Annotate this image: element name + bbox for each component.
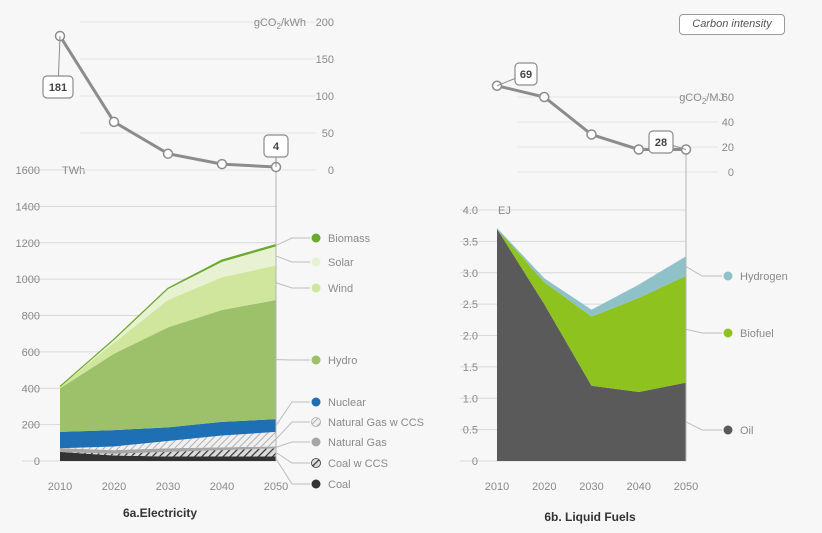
electricity-legend-label-wind: Wind — [328, 283, 353, 295]
liquid-fuels-ytick-label: 0 — [472, 456, 478, 468]
electricity-legend-label-biomass: Biomass — [328, 233, 371, 245]
electricity-intensity-unit: gCO2/kWh — [254, 17, 306, 31]
liquid-fuels-intensity-tick-label: 40 — [722, 117, 734, 129]
electricity-callout-label: 181 — [49, 82, 67, 94]
liquid-fuels-ytick-label: 2.0 — [463, 331, 478, 343]
electricity-xtick-label: 2050 — [264, 481, 288, 493]
electricity-legend-swatch-wind — [312, 284, 321, 293]
electricity-legend-swatch-hydro — [312, 356, 321, 365]
liquid-fuels-intensity-point — [540, 93, 549, 102]
liquid-fuels-legend-label-hydrogen: Hydrogen — [740, 271, 788, 283]
liquid-fuels-callout-label: 69 — [520, 69, 532, 81]
electricity-legend-label-natural-gas: Natural Gas — [328, 437, 387, 449]
carbon-intensity-badge: Carbon intensity — [679, 14, 785, 35]
electricity-legend-swatch-solar — [312, 258, 321, 267]
liquid-fuels-caption: 6b. Liquid Fuels — [544, 510, 636, 524]
electricity-ytick-label: 1200 — [16, 238, 40, 250]
electricity-legend-label-coal: Coal — [328, 479, 351, 491]
liquid-fuels-ytick-label: 3.5 — [463, 236, 478, 248]
electricity-intensity-tick-label: 0 — [328, 165, 334, 177]
electricity-legend-swatch-natural-gas-w-ccs — [312, 418, 321, 427]
electricity-legend-leader — [276, 442, 310, 447]
electricity-ytick-label: 200 — [22, 420, 40, 432]
liquid-fuels-xtick-label: 2020 — [532, 481, 556, 493]
electricity-intensity-tick-label: 50 — [322, 128, 334, 140]
liquid-fuels-legend-swatch-biofuel — [724, 329, 733, 338]
liquid-fuels-ytick-label: 2.5 — [463, 299, 478, 311]
electricity-ytick-label: 0 — [34, 456, 40, 468]
liquid-fuels-xtick-label: 2010 — [485, 481, 509, 493]
electricity-legend-leader — [276, 238, 310, 245]
electricity-y-unit: TWh — [62, 165, 85, 177]
electricity-legend-swatch-biomass — [312, 234, 321, 243]
liquid-fuels-ytick-label: 4.0 — [463, 205, 478, 217]
electricity-intensity-point — [218, 160, 227, 169]
electricity-legend-label-nuclear: Nuclear — [328, 397, 366, 409]
electricity-intensity-tick-label: 150 — [316, 54, 334, 66]
electricity-legend-label-solar: Solar — [328, 257, 354, 269]
electricity-ytick-label: 1000 — [16, 274, 40, 286]
electricity-ytick-label: 1600 — [16, 165, 40, 177]
electricity-caption: 6a.Electricity — [123, 506, 197, 520]
electricity-legend-swatch-natural-gas — [312, 438, 321, 447]
electricity-legend-leader — [276, 452, 310, 463]
electricity-legend-leader — [276, 256, 310, 262]
liquid-fuels-intensity-unit: gCO2/MJ — [679, 92, 724, 106]
liquid-fuels-legend-swatch-hydrogen — [724, 272, 733, 281]
electricity-legend-swatch-coal-w-ccs — [312, 459, 321, 468]
electricity-ytick-label: 400 — [22, 383, 40, 395]
electricity-legend-leader — [276, 283, 310, 288]
electricity-intensity-point — [164, 149, 173, 158]
electricity-legend-label-coal-w-ccs: Coal w CCS — [328, 458, 388, 470]
electricity-ytick-label: 600 — [22, 347, 40, 359]
liquid-fuels-intensity-tick-label: 20 — [722, 142, 734, 154]
liquid-fuels-legend-label-oil: Oil — [740, 425, 753, 437]
electricity-ytick-label: 800 — [22, 311, 40, 323]
electricity-legend-swatch-coal — [312, 480, 321, 489]
liquid-fuels-callout-label: 28 — [655, 137, 667, 149]
liquid-fuels-intensity-point — [587, 130, 596, 139]
liquid-fuels-legend-swatch-oil — [724, 426, 733, 435]
liquid-fuels-ytick-label: 3.0 — [463, 268, 478, 280]
electricity-legend-leader — [276, 422, 310, 439]
liquid-fuels-intensity-tick-label: 0 — [728, 167, 734, 179]
electricity-xtick-label: 2020 — [102, 481, 126, 493]
liquid-fuels-xtick-label: 2030 — [579, 481, 603, 493]
liquid-fuels-intensity-point — [634, 145, 643, 154]
liquid-fuels-legend-label-biofuel: Biofuel — [740, 328, 774, 340]
electricity-legend-label-natural-gas-w-ccs: Natural Gas w CCS — [328, 417, 424, 429]
liquid-fuels-y-unit: EJ — [498, 205, 511, 217]
electricity-intensity-point — [110, 117, 119, 126]
liquid-fuels-xtick-label: 2050 — [674, 481, 698, 493]
electricity-xtick-label: 2030 — [156, 481, 180, 493]
liquid-fuels-ytick-label: 1.5 — [463, 362, 478, 374]
liquid-fuels-legend-leader — [686, 422, 722, 430]
liquid-fuels-ytick-label: 1.0 — [463, 393, 478, 405]
electricity-intensity-line — [60, 36, 276, 167]
liquid-fuels-ytick-label: 0.5 — [463, 425, 478, 437]
electricity-intensity-tick-label: 100 — [316, 91, 334, 103]
liquid-fuels-legend-leader — [686, 329, 722, 333]
electricity-legend-swatch-nuclear — [312, 398, 321, 407]
electricity-legend-label-hydro: Hydro — [328, 355, 357, 367]
electricity-xtick-label: 2010 — [48, 481, 72, 493]
electricity-ytick-label: 1400 — [16, 201, 40, 213]
electricity-intensity-tick-label: 200 — [316, 17, 334, 29]
electricity-xtick-label: 2040 — [210, 481, 234, 493]
electricity-callout-label: 4 — [273, 141, 280, 153]
liquid-fuels-legend-leader — [686, 266, 722, 276]
liquid-fuels-xtick-label: 2040 — [627, 481, 651, 493]
